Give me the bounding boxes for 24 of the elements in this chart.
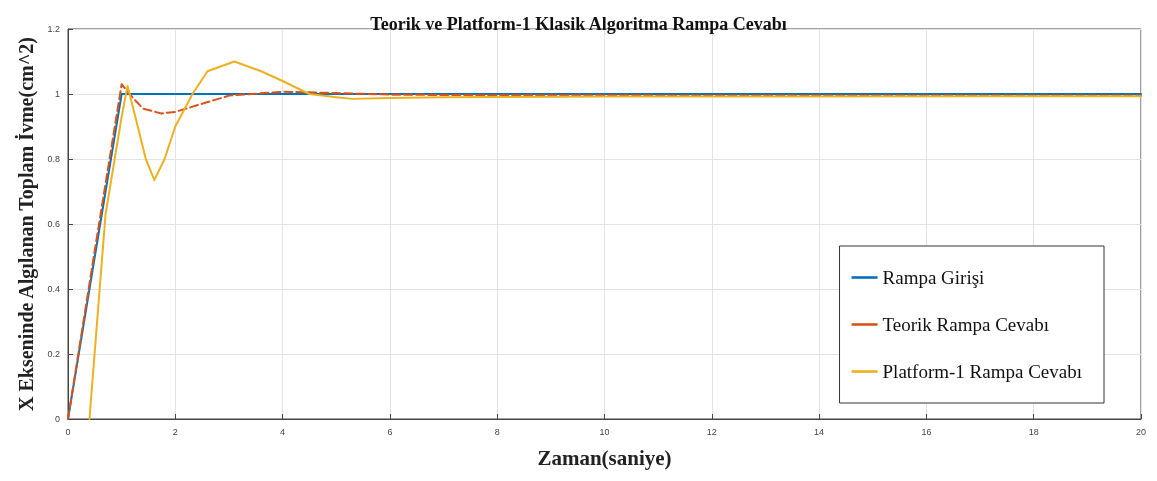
x-tick-label: 6 bbox=[387, 426, 393, 437]
y-axis-title: X Ekseninde Algılanan Toplam İvme(cm^2) bbox=[14, 37, 38, 411]
x-tick-label: 2 bbox=[172, 426, 178, 437]
y-tick-label: 1.2 bbox=[47, 24, 60, 34]
x-tick-label: 12 bbox=[706, 426, 717, 437]
x-tick-label: 4 bbox=[280, 426, 286, 437]
x-tick-label: 8 bbox=[494, 426, 500, 437]
y-tick-label: 0.8 bbox=[47, 154, 60, 164]
x-axis-title: Zaman(saniye) bbox=[537, 445, 672, 470]
x-tick-label: 14 bbox=[814, 426, 825, 437]
legend-label: Teorik Rampa Cevabı bbox=[882, 314, 1050, 335]
x-tick-label: 16 bbox=[921, 426, 932, 437]
x-tick-label: 20 bbox=[1135, 426, 1146, 437]
legend-label: Rampa Girişi bbox=[882, 267, 985, 288]
y-tick-label: 0.2 bbox=[47, 349, 60, 359]
x-tick-label: 18 bbox=[1028, 426, 1039, 437]
y-tick-label: 0.6 bbox=[47, 219, 60, 229]
y-tick-label: 1 bbox=[54, 89, 60, 99]
x-tick-label: 0 bbox=[65, 426, 71, 437]
chart-title: Teorik ve Platform-1 Klasik Algoritma Rampa Cevabı bbox=[370, 14, 787, 34]
y-tick-label: 0 bbox=[54, 414, 60, 424]
y-tick-label: 0.4 bbox=[47, 284, 60, 294]
legend-label: Platform-1 Rampa Cevabı bbox=[882, 361, 1083, 382]
x-tick-label: 10 bbox=[599, 426, 610, 437]
